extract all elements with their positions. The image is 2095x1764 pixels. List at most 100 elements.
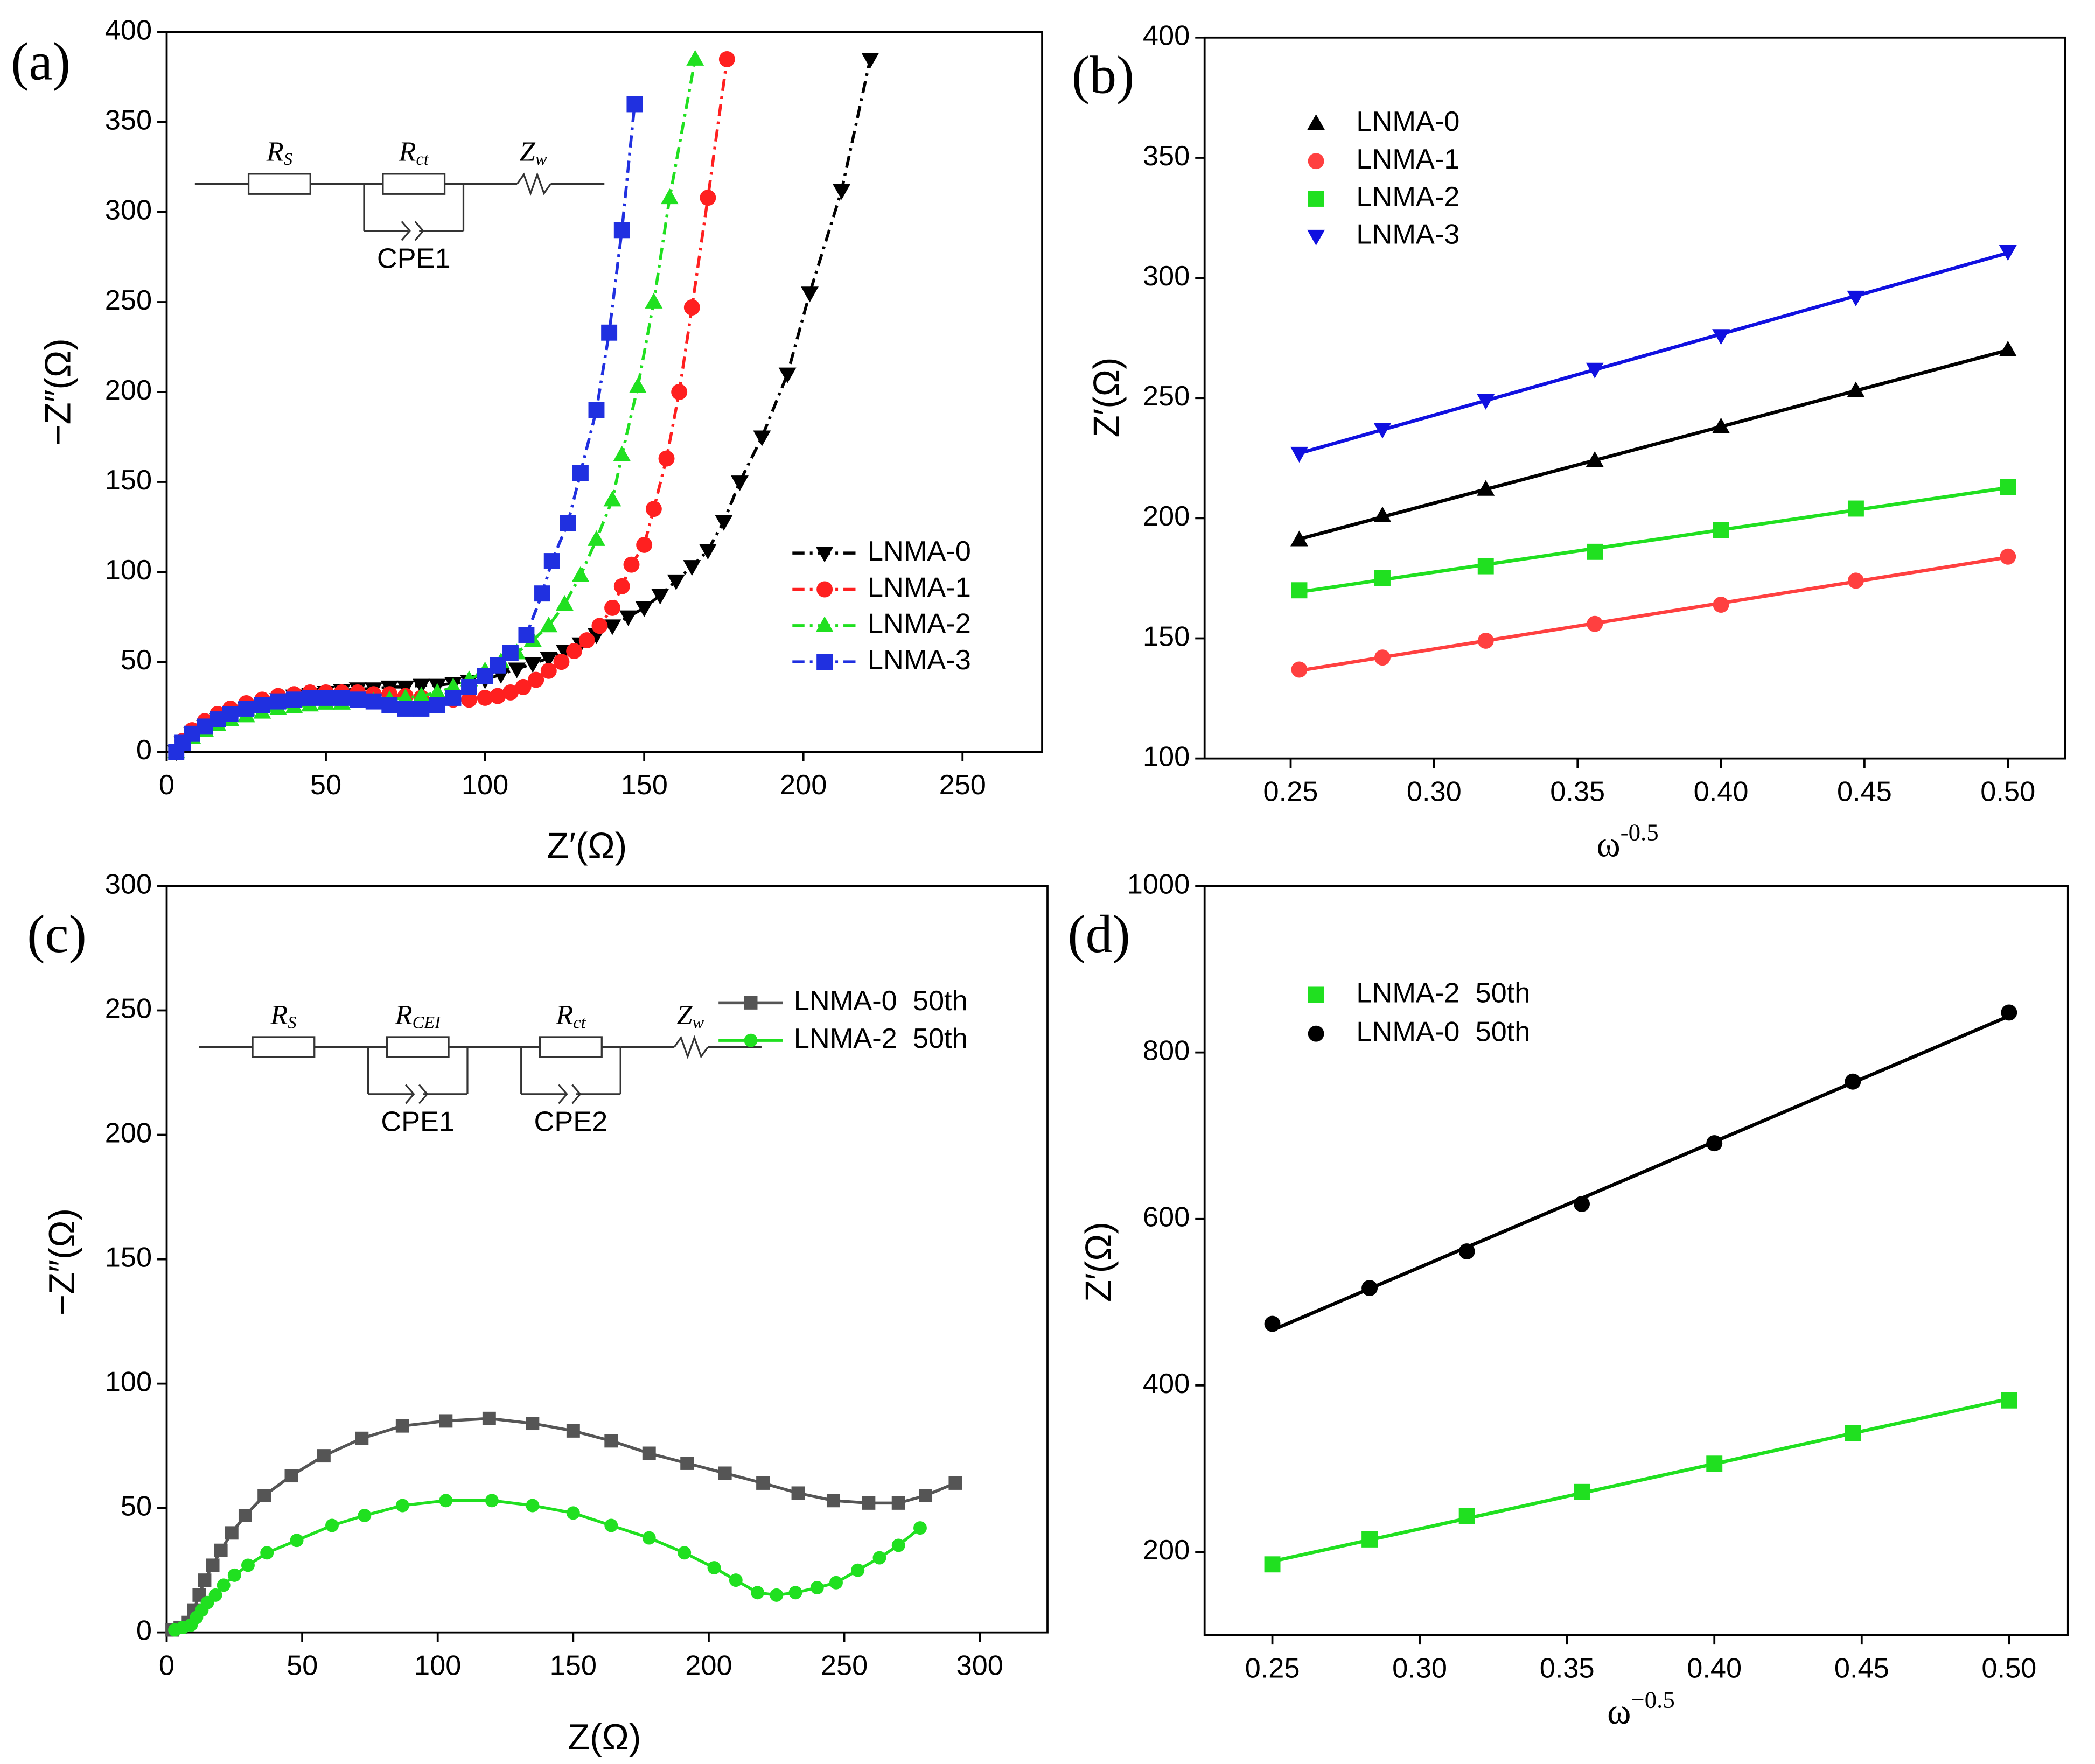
circuit-symbol: R	[270, 999, 288, 1031]
marker	[626, 96, 643, 113]
marker	[601, 324, 618, 341]
marker	[1374, 649, 1391, 666]
y-tick-label: 100	[105, 555, 152, 586]
marker	[395, 1419, 409, 1433]
marker	[518, 627, 535, 643]
legend-label: LNMA-2	[868, 608, 971, 640]
marker	[756, 1476, 770, 1490]
y-tick-label: 400	[1143, 20, 1190, 52]
y-tick-label: 100	[1143, 741, 1190, 772]
y-tick-label: 200	[105, 375, 152, 406]
marker	[833, 184, 851, 200]
marker	[318, 689, 334, 706]
y-tick-label: 250	[1143, 381, 1190, 412]
warburg	[516, 172, 551, 196]
marker	[1847, 500, 1864, 517]
marker	[1587, 543, 1603, 560]
y-axis-label: Z′(Ω)	[1079, 1222, 1119, 1302]
marker	[816, 581, 833, 598]
marker	[1477, 394, 1495, 410]
marker	[1712, 417, 1730, 433]
y-tick-label: 200	[1143, 1535, 1190, 1566]
marker	[526, 1417, 540, 1431]
cpe	[558, 1084, 568, 1104]
y-tick-label: 250	[105, 993, 152, 1024]
marker	[619, 610, 638, 626]
marker	[566, 1506, 580, 1520]
circuit-subscript: S	[284, 150, 292, 170]
marker	[540, 617, 558, 633]
marker	[1706, 1455, 1723, 1472]
cpe-label: CPE2	[534, 1107, 608, 1138]
marker	[791, 1486, 805, 1500]
fit-line	[1272, 1397, 2010, 1563]
marker	[1574, 1195, 1590, 1212]
marker	[623, 556, 640, 573]
cpe	[401, 221, 411, 241]
marker	[572, 465, 589, 481]
x-tick-label: 100	[414, 1650, 461, 1681]
marker	[1307, 114, 1325, 130]
marker	[826, 1494, 840, 1508]
marker	[613, 445, 631, 461]
x-tick-label: 0.25	[1245, 1653, 1300, 1684]
y-tick-label: 150	[105, 1242, 152, 1273]
marker	[302, 689, 318, 706]
marker	[445, 689, 462, 706]
marker	[788, 1586, 802, 1600]
marker	[508, 662, 526, 678]
marker	[815, 616, 834, 632]
circuit-subscript: ct	[416, 150, 429, 170]
x-tick-label: 50	[287, 1650, 318, 1681]
circuit-symbol: Z	[676, 999, 693, 1031]
marker	[2001, 1392, 2017, 1409]
legend-label: LNMA-0 50th	[1356, 1017, 1530, 1048]
marker	[744, 996, 758, 1010]
marker	[718, 1466, 732, 1480]
marker	[578, 632, 595, 648]
marker	[461, 678, 478, 695]
legend-label: LNMA-1	[1356, 144, 1459, 175]
resistor	[386, 1036, 450, 1058]
marker	[715, 515, 733, 531]
x-tick-label: 0.45	[1837, 776, 1892, 807]
marker	[603, 619, 621, 635]
panel-label: (a)	[11, 32, 71, 92]
y-tick-label: 150	[105, 465, 152, 496]
x-axis-label-superscript: −0.5	[1631, 1686, 1674, 1713]
marker	[628, 377, 647, 393]
marker	[523, 657, 542, 673]
resistor	[539, 1036, 603, 1058]
marker	[588, 402, 605, 418]
marker	[412, 687, 430, 703]
fit-line	[1298, 348, 2009, 541]
cpe	[418, 1084, 429, 1104]
marker	[1847, 572, 1864, 589]
marker	[2001, 1004, 2017, 1021]
marker	[815, 547, 834, 563]
circuit-label: Zw	[676, 999, 704, 1033]
y-tick-label: 50	[121, 1490, 152, 1522]
marker	[671, 384, 688, 400]
marker	[718, 51, 735, 67]
circuit-symbol: R	[555, 999, 573, 1031]
x-tick-label: 0.50	[1980, 776, 2035, 807]
marker	[254, 697, 270, 713]
circuit-label: RS	[266, 136, 292, 170]
marker	[490, 688, 506, 704]
x-tick-label: 0.35	[1540, 1653, 1595, 1684]
x-tick-label: 0.30	[1392, 1653, 1447, 1684]
marker	[645, 501, 662, 517]
x-axis-label-superscript: -0.5	[1621, 819, 1659, 846]
marker	[613, 578, 630, 594]
marker	[778, 367, 797, 383]
marker	[744, 1033, 758, 1047]
x-axis-label: Z(Ω)	[568, 1717, 641, 1758]
marker	[651, 589, 669, 605]
x-tick-label: 0.40	[1687, 1653, 1742, 1684]
marker	[350, 691, 366, 708]
y-tick-label: 800	[1143, 1035, 1190, 1066]
marker	[1586, 451, 1604, 467]
marker	[285, 691, 302, 708]
marker	[381, 697, 398, 713]
